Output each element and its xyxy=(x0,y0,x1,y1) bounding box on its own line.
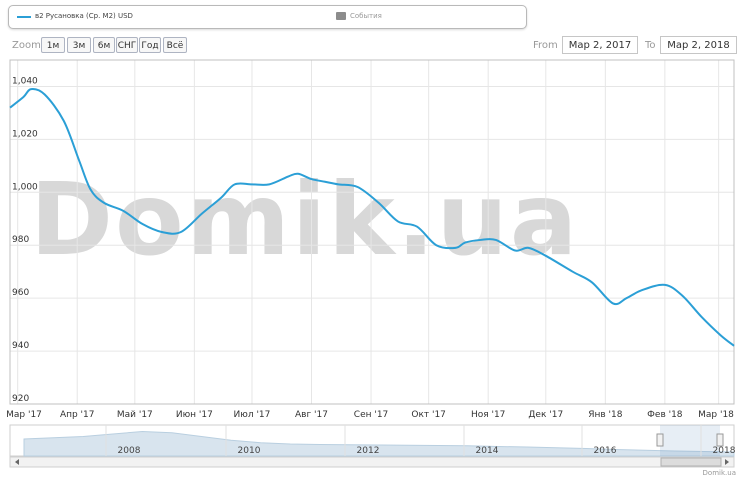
legend-events-label[interactable]: События xyxy=(350,12,382,20)
events-swatch[interactable] xyxy=(336,12,346,20)
x-tick-label: Авг '17 xyxy=(295,410,328,420)
scroll-right-icon[interactable] xyxy=(725,459,729,465)
zoom-ytd-button[interactable]: СНГ xyxy=(116,37,138,53)
x-tick-label: Янв '18 xyxy=(588,410,623,420)
x-tick-label: Мар '17 xyxy=(6,410,42,420)
from-label: From xyxy=(533,40,558,51)
x-tick-label: Окт '17 xyxy=(411,410,446,420)
plot-frame xyxy=(9,59,735,405)
y-tick-label: 1,020 xyxy=(12,129,38,139)
navigator-handle-left xyxy=(656,433,664,447)
y-tick-label: 1,000 xyxy=(12,182,38,192)
navigator-scrollbar xyxy=(9,456,735,468)
zoom-year-button[interactable]: Год xyxy=(139,37,161,53)
x-tick-label: Июл '17 xyxy=(234,410,271,420)
x-tick-label: Фев '18 xyxy=(647,410,683,420)
zoom-3m-button[interactable]: 3м xyxy=(67,37,91,53)
navigator-year-label: 2018 xyxy=(713,446,736,456)
navigator-year-label: 2016 xyxy=(594,446,617,456)
x-tick-label: Сен '17 xyxy=(354,410,389,420)
series-swatch[interactable] xyxy=(17,16,31,18)
y-tick-label: 960 xyxy=(12,288,29,298)
x-tick-label: Апр '17 xyxy=(60,410,95,420)
from-date-input[interactable]: Мар 2, 2017 xyxy=(562,36,638,54)
x-tick-label: Мар '18 xyxy=(698,410,734,420)
to-label: To xyxy=(645,40,656,51)
navigator-year-label: 2010 xyxy=(238,446,261,456)
zoom-label: Zoom xyxy=(12,40,41,51)
navigator-selection xyxy=(660,425,720,456)
navigator-handle-right xyxy=(716,433,724,447)
x-tick-label: Май '17 xyxy=(117,410,153,420)
series-line xyxy=(9,87,735,347)
zoom-all-button[interactable]: Всё xyxy=(163,37,187,53)
to-date-input[interactable]: Мар 2, 2018 xyxy=(660,36,737,54)
navigator-year-label: 2012 xyxy=(357,446,380,456)
y-tick-label: 980 xyxy=(12,235,29,245)
navigator-year-label: 2008 xyxy=(118,446,141,456)
y-tick-label: 920 xyxy=(12,394,29,404)
x-tick-label: Ноя '17 xyxy=(471,410,505,420)
x-tick-label: Июн '17 xyxy=(176,410,213,420)
legend-series-label[interactable]: в2 Русановка (Ср. М2) USD xyxy=(35,12,133,20)
navigator-year-label: 2014 xyxy=(476,446,499,456)
scroll-left-icon[interactable] xyxy=(15,459,19,465)
x-tick-label: Дек '17 xyxy=(528,410,563,420)
navigator-area xyxy=(23,430,735,457)
credit-label: Domik.ua xyxy=(702,469,736,477)
y-tick-label: 940 xyxy=(12,341,29,351)
chart-legend: в2 Русановка (Ср. М2) USD События xyxy=(8,5,527,29)
zoom-1m-button[interactable]: 1м xyxy=(41,37,65,53)
zoom-6m-button[interactable]: 6м xyxy=(93,37,115,53)
navigator-scroll-thumb xyxy=(660,457,722,467)
y-tick-label: 1,040 xyxy=(12,76,38,86)
